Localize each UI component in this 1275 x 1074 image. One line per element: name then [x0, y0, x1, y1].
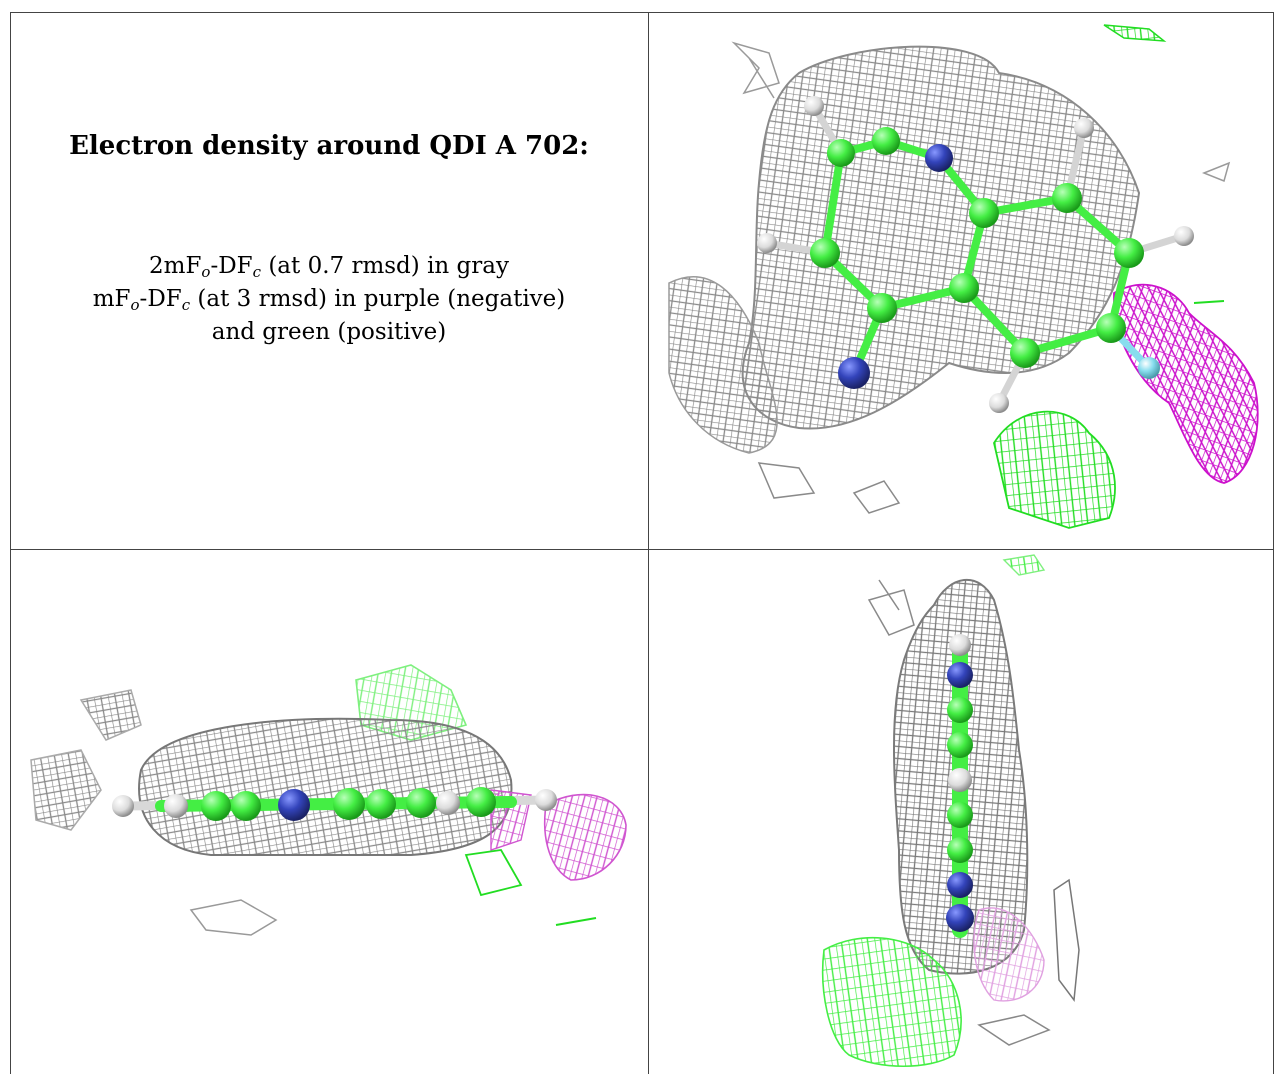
caption-title: Electron density around QDI A 702:: [69, 131, 589, 161]
density-negative-blob: [1113, 283, 1259, 484]
density-2fofc-fragment: [30, 689, 142, 831]
density-2fofc-envelope: [741, 45, 1141, 430]
ligand-atoms: [112, 787, 557, 821]
panel-top-view: [649, 13, 1273, 548]
top-view-render: [668, 24, 1259, 529]
caption-line2-prefix: mF: [92, 286, 131, 312]
caption-line1-prefix: 2mF: [149, 253, 202, 279]
table-divider-vertical: [648, 12, 649, 1074]
caption-line2-mid: -DF: [139, 286, 182, 312]
caption-line1-suffix: (at 0.7 rmsd) in gray: [261, 253, 509, 279]
density-2fofc-lobe-left: [668, 276, 778, 454]
caption-line1-sub2: c: [252, 263, 262, 281]
table-divider-horizontal: [10, 549, 1274, 550]
caption-line2-suffix: (at 3 rmsd) in purple (negative): [190, 286, 566, 312]
edge-view-render: [821, 554, 1080, 1067]
side-view-render: [30, 664, 627, 936]
density-positive-blob: [821, 936, 962, 1067]
caption-description: 2mFo-DFc (at 0.7 rmsd) in gray mFo-DFc (…: [11, 250, 647, 349]
density-2fofc-fragment: [867, 579, 915, 636]
density-positive-blob: [993, 410, 1116, 529]
density-2fofc-fragment: [1201, 161, 1231, 183]
caption-line-2fofc: 2mFo-DFc (at 0.7 rmsd) in gray: [11, 250, 647, 283]
caption-cell: Electron density around QDI A 702: 2mFo-…: [11, 13, 647, 548]
ligand-atoms: [757, 96, 1194, 413]
caption-line-colors: and green (positive): [211, 319, 447, 345]
density-2fofc-fragment: [1053, 878, 1080, 1002]
density-positive-fragment: [1103, 24, 1167, 42]
caption-line-fofc: mFo-DFc (at 3 rmsd) in purple (negative): [11, 283, 647, 316]
caption-line2-sub2: c: [181, 296, 191, 314]
density-negative-blob: [543, 793, 627, 881]
density-positive-fragment: [464, 849, 523, 897]
density-positive-fragment: [1193, 300, 1225, 304]
density-2fofc-envelope: [138, 717, 513, 856]
density-positive-fragment: [1002, 554, 1046, 576]
caption-line1-mid: -DF: [210, 253, 253, 279]
caption-line2-sub1: o: [130, 296, 140, 314]
density-2fofc-fragment: [757, 462, 816, 499]
panel-side-view: [11, 550, 647, 1074]
panel-edge-view: [649, 550, 1273, 1074]
figure-table: [10, 12, 1274, 1074]
density-2fofc-fragment: [731, 41, 780, 99]
ligand-atoms: [946, 634, 974, 932]
caption-line1-sub1: o: [201, 263, 211, 281]
density-2fofc-fragment: [977, 1014, 1051, 1046]
density-negative-blob: [973, 907, 1045, 1002]
density-2fofc-fragment: [189, 899, 278, 936]
density-2fofc-fragment: [852, 480, 901, 514]
